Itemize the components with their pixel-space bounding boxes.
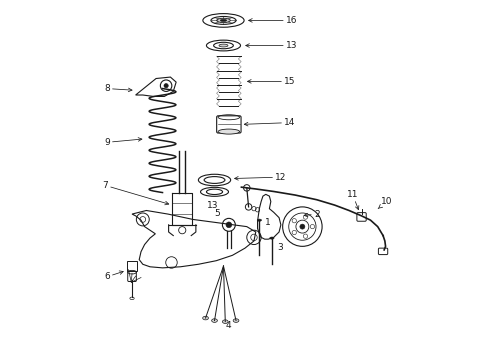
Text: 3: 3 xyxy=(277,243,283,252)
Text: 10: 10 xyxy=(378,197,392,209)
Ellipse shape xyxy=(217,18,230,23)
Text: 8: 8 xyxy=(104,84,132,93)
Text: 1: 1 xyxy=(265,218,270,227)
Text: 16: 16 xyxy=(248,16,297,25)
Circle shape xyxy=(226,222,232,228)
Text: 5: 5 xyxy=(214,209,220,218)
Ellipse shape xyxy=(212,319,218,322)
Ellipse shape xyxy=(219,44,228,47)
Ellipse shape xyxy=(233,319,239,322)
Text: 11: 11 xyxy=(347,190,359,210)
Text: 9: 9 xyxy=(104,138,142,147)
Text: 4: 4 xyxy=(226,321,232,330)
Circle shape xyxy=(164,84,168,88)
Text: 15: 15 xyxy=(247,77,295,86)
Text: 7: 7 xyxy=(102,181,169,205)
Ellipse shape xyxy=(257,219,262,221)
Ellipse shape xyxy=(270,237,274,239)
Ellipse shape xyxy=(203,316,208,320)
Text: 6: 6 xyxy=(104,271,123,281)
Text: 12: 12 xyxy=(235,173,287,182)
Circle shape xyxy=(300,224,305,229)
Ellipse shape xyxy=(222,320,228,323)
Text: 13: 13 xyxy=(207,201,219,210)
Text: 2: 2 xyxy=(304,210,319,219)
Ellipse shape xyxy=(218,129,240,134)
Text: 13: 13 xyxy=(246,41,297,50)
Text: 14: 14 xyxy=(245,118,295,127)
Ellipse shape xyxy=(220,19,227,22)
